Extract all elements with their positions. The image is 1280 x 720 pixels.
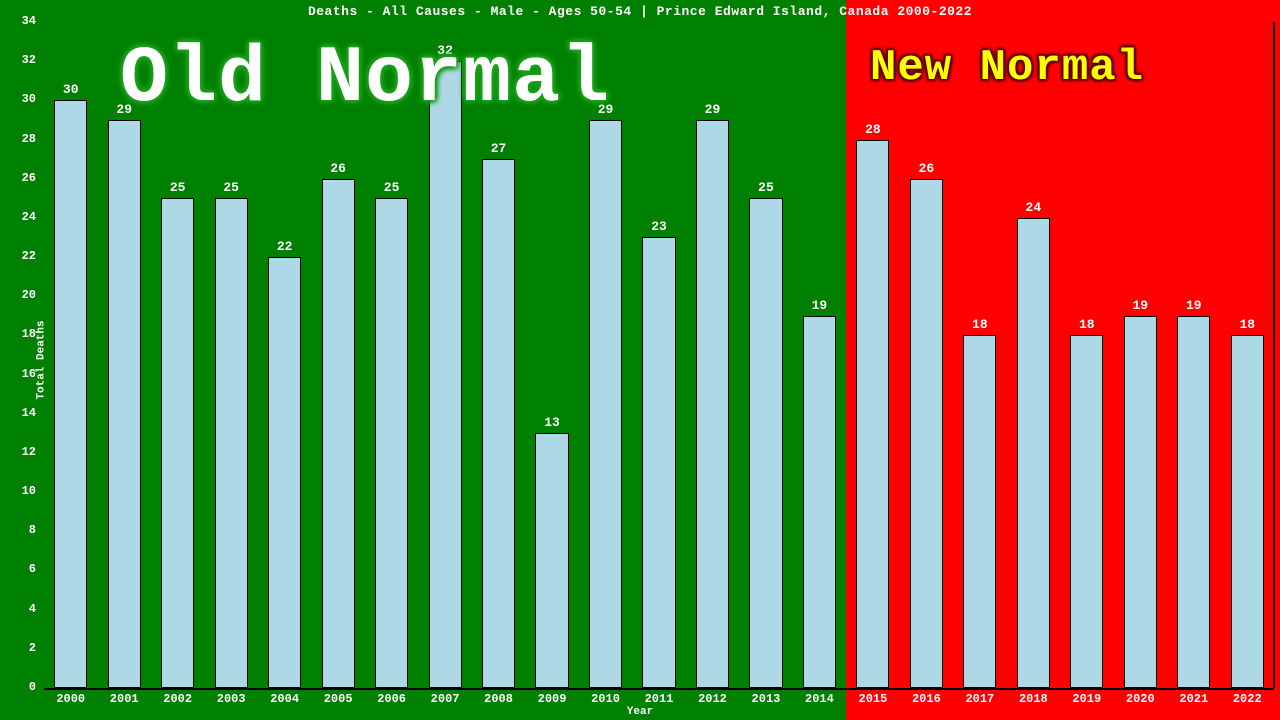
bar-value-label: 28: [865, 122, 881, 137]
y-tick-label: 34: [0, 14, 36, 28]
bar: [856, 140, 889, 688]
bar: [963, 335, 996, 688]
bar: [54, 100, 87, 688]
bar-value-label: 25: [384, 180, 400, 195]
y-tick-label: 24: [0, 210, 36, 224]
x-tick-label: 2004: [270, 692, 299, 706]
chart-title: Deaths - All Causes - Male - Ages 50-54 …: [0, 4, 1280, 19]
y-tick-label: 22: [0, 249, 36, 263]
y-tick-label: 10: [0, 484, 36, 498]
x-tick-label: 2021: [1179, 692, 1208, 706]
bar: [535, 433, 568, 688]
y-tick-label: 6: [0, 562, 36, 576]
bar: [215, 198, 248, 688]
y-tick-label: 14: [0, 406, 36, 420]
x-tick-label: 2008: [484, 692, 513, 706]
x-tick-label: 2001: [110, 692, 139, 706]
bar: [429, 61, 462, 688]
x-tick-label: 2013: [752, 692, 781, 706]
x-tick-label: 2005: [324, 692, 353, 706]
bar: [1231, 335, 1264, 688]
x-tick-label: 2011: [645, 692, 674, 706]
bar-value-label: 26: [919, 161, 935, 176]
y-tick-label: 26: [0, 171, 36, 185]
bar: [589, 120, 622, 688]
bar-value-label: 19: [812, 298, 828, 313]
y-tick-label: 32: [0, 53, 36, 67]
y-tick-label: 2: [0, 641, 36, 655]
bar-value-label: 25: [223, 180, 239, 195]
x-tick-label: 2012: [698, 692, 727, 706]
y-tick-label: 20: [0, 288, 36, 302]
x-tick-label: 2022: [1233, 692, 1262, 706]
bar: [696, 120, 729, 688]
x-axis-baseline: [44, 688, 1274, 690]
bar-value-label: 23: [651, 219, 667, 234]
bar: [803, 316, 836, 688]
bar-value-label: 29: [705, 102, 721, 117]
x-tick-label: 2010: [591, 692, 620, 706]
x-axis-label: Year: [0, 706, 1280, 718]
bar: [322, 179, 355, 688]
x-tick-label: 2017: [965, 692, 994, 706]
y-tick-label: 28: [0, 132, 36, 146]
bar: [1124, 316, 1157, 688]
bar: [482, 159, 515, 688]
bar-value-label: 25: [758, 180, 774, 195]
y-tick-label: 8: [0, 523, 36, 537]
y-tick-label: 16: [0, 367, 36, 381]
x-tick-label: 2015: [859, 692, 888, 706]
bar-value-label: 26: [330, 161, 346, 176]
x-tick-label: 2019: [1072, 692, 1101, 706]
bar-value-label: 18: [1239, 317, 1255, 332]
bar: [268, 257, 301, 688]
y-tick-label: 4: [0, 602, 36, 616]
bar: [1177, 316, 1210, 688]
overlay-old-normal: Old Normal: [120, 40, 610, 120]
x-tick-label: 2009: [538, 692, 567, 706]
plot-right-border: [1273, 22, 1275, 688]
bar: [161, 198, 194, 688]
bar: [749, 198, 782, 688]
bar-value-label: 22: [277, 239, 293, 254]
bar-value-label: 27: [491, 141, 507, 156]
y-tick-label: 12: [0, 445, 36, 459]
x-tick-label: 2016: [912, 692, 941, 706]
x-tick-label: 2003: [217, 692, 246, 706]
bar-value-label: 30: [63, 82, 79, 97]
bar-value-label: 25: [170, 180, 186, 195]
bar-value-label: 18: [972, 317, 988, 332]
bar: [1070, 335, 1103, 688]
bar: [1017, 218, 1050, 688]
bar-value-label: 19: [1132, 298, 1148, 313]
bar: [910, 179, 943, 688]
x-tick-label: 2020: [1126, 692, 1155, 706]
x-tick-label: 2007: [431, 692, 460, 706]
x-tick-label: 2014: [805, 692, 834, 706]
bar-value-label: 18: [1079, 317, 1095, 332]
bar-value-label: 13: [544, 415, 560, 430]
overlay-new-normal: New Normal: [870, 46, 1144, 90]
bar: [108, 120, 141, 688]
y-tick-label: 0: [0, 680, 36, 694]
bar-value-label: 24: [1026, 200, 1042, 215]
x-tick-label: 2000: [56, 692, 85, 706]
x-tick-label: 2006: [377, 692, 406, 706]
y-axis-label: Total Deaths: [36, 320, 48, 399]
y-tick-label: 30: [0, 92, 36, 106]
bar-value-label: 19: [1186, 298, 1202, 313]
x-tick-label: 2018: [1019, 692, 1048, 706]
x-tick-label: 2002: [163, 692, 192, 706]
bar: [375, 198, 408, 688]
bar: [642, 237, 675, 688]
y-tick-label: 18: [0, 327, 36, 341]
chart-root: Deaths - All Causes - Male - Ages 50-54 …: [0, 0, 1280, 720]
